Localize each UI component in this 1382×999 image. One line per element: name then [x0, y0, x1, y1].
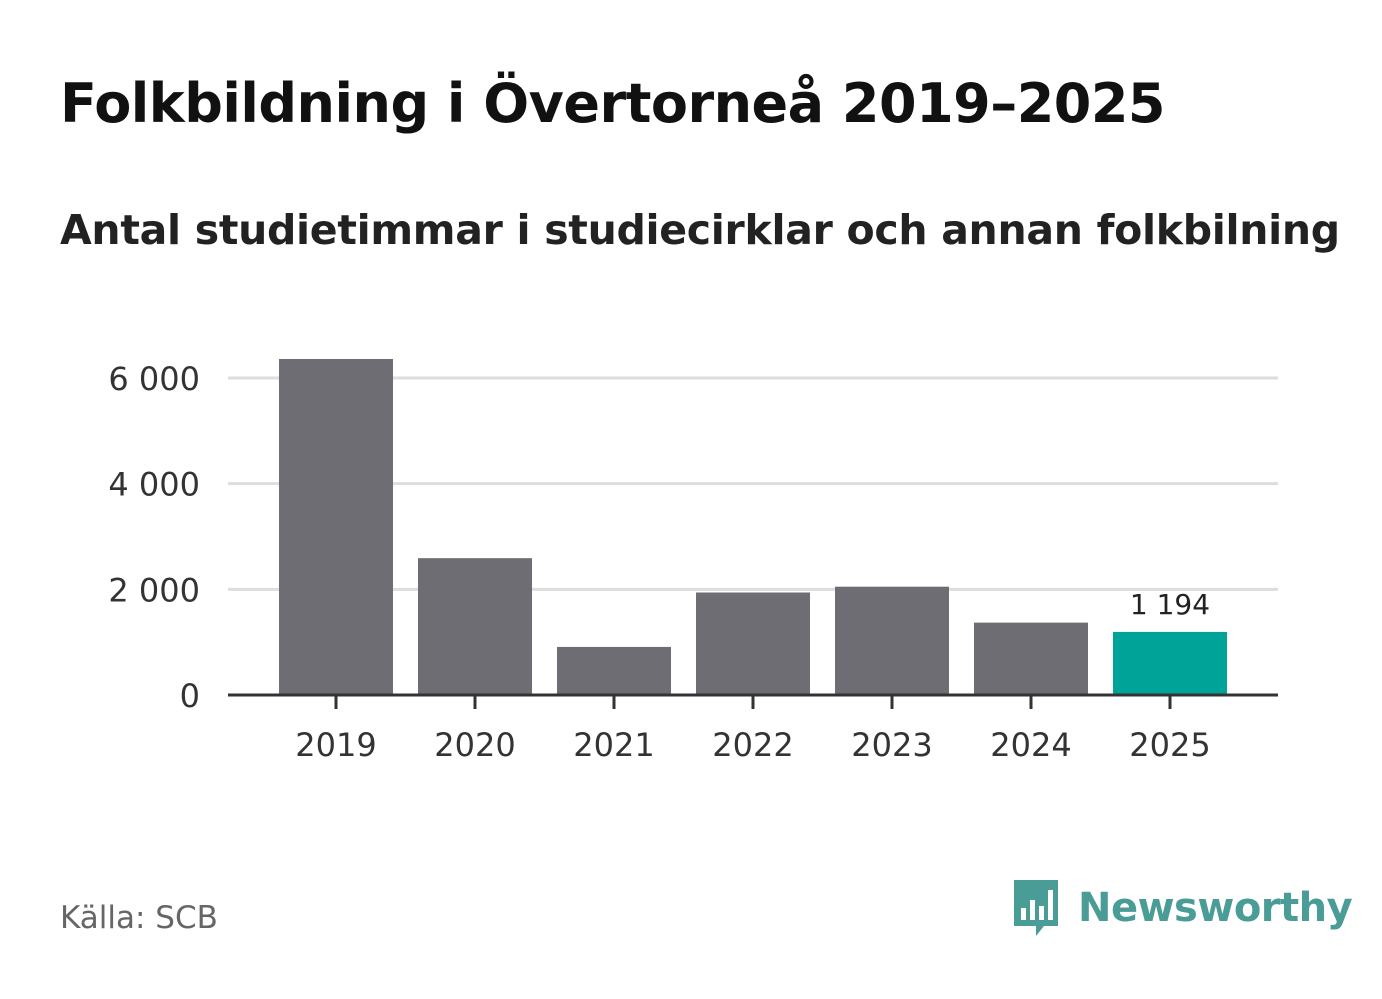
chart-subtitle: Antal studietimmar i studiecirklar och a… [60, 206, 1340, 254]
x-axis-tick-labels: 2019 2020 2021 2022 2023 2024 2025 [295, 726, 1210, 764]
x-tick-label: 2020 [434, 726, 515, 764]
y-tick-label: 2 000 [108, 571, 200, 609]
x-tick-label: 2022 [712, 726, 793, 764]
bar-2022 [696, 592, 810, 695]
y-tick-label: 0 [180, 677, 200, 715]
gridlines [228, 376, 1278, 591]
y-axis-tick-labels: 0 2 000 4 000 6 000 [108, 360, 200, 715]
y-tick-label: 4 000 [108, 466, 200, 504]
bar-2020 [418, 558, 532, 695]
chart-title: Folkbildning i Övertorneå 2019–2025 [60, 72, 1166, 135]
x-tick-label: 2025 [1129, 726, 1210, 764]
bar-2025 [1113, 631, 1227, 695]
y-tick-label: 6 000 [108, 360, 200, 398]
brand-logo: Newsworthy [1010, 876, 1353, 940]
bar-2019 [279, 358, 393, 695]
newsworthy-chart-bubble-icon [1014, 880, 1058, 936]
data-labels: 1 194 [1130, 588, 1210, 621]
x-tick-label: 2023 [851, 726, 932, 764]
x-tick-label: 2021 [573, 726, 654, 764]
data-label: 1 194 [1130, 588, 1210, 621]
bars [279, 358, 1227, 695]
bar-2021 [557, 646, 671, 695]
bar-2024 [974, 622, 1088, 695]
bar-2023 [835, 586, 949, 695]
source-note: Källa: SCB [60, 900, 218, 936]
x-axis [228, 693, 1278, 709]
x-tick-label: 2019 [295, 726, 376, 764]
brand-name: Newsworthy [1078, 885, 1353, 931]
x-tick-label: 2024 [990, 726, 1071, 764]
